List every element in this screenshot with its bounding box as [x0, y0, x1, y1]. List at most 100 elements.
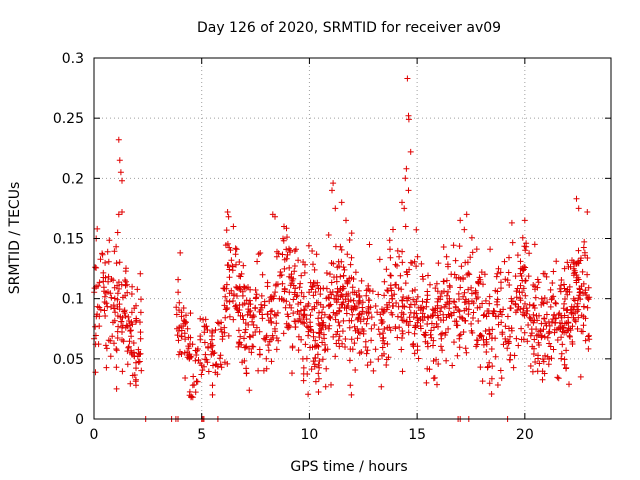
data-point: [461, 317, 468, 324]
data-point: [209, 391, 216, 398]
data-point: [137, 335, 144, 342]
data-point: [404, 297, 411, 304]
data-point: [209, 382, 216, 389]
data-point: [175, 351, 182, 358]
data-point: [125, 314, 132, 320]
data-point: [180, 305, 187, 311]
data-point: [234, 285, 241, 291]
data-point: [247, 286, 254, 293]
data-point: [378, 317, 385, 324]
data-point: [507, 333, 513, 340]
data-point: [386, 237, 393, 244]
data-point: [399, 199, 405, 206]
data-point: [518, 336, 525, 343]
data-point: [259, 271, 266, 278]
data-point: [280, 235, 286, 242]
data-point: [246, 387, 253, 394]
data-point: [188, 393, 195, 400]
data-point: [332, 353, 339, 360]
data-point: [212, 369, 219, 376]
data-point: [291, 289, 298, 296]
data-point: [233, 302, 239, 309]
data-point: [342, 296, 349, 303]
data-point: [272, 289, 279, 296]
data-point: [526, 250, 533, 257]
data-point: [178, 333, 185, 340]
data-point: [456, 308, 463, 315]
data-point: [348, 336, 355, 343]
data-point: [559, 341, 566, 348]
data-point: [340, 299, 347, 306]
data-point: [201, 363, 207, 370]
data-point: [413, 298, 420, 305]
data-point: [133, 365, 139, 372]
data-point: [544, 334, 551, 341]
data-point: [102, 259, 109, 266]
data-point: [566, 332, 573, 339]
data-point: [336, 263, 343, 270]
data-point: [398, 286, 405, 293]
data-point: [259, 304, 265, 311]
data-point: [327, 271, 333, 278]
data-point: [531, 241, 538, 248]
data-point: [94, 303, 101, 310]
data-point: [301, 269, 308, 276]
data-point: [291, 248, 298, 254]
data-point: [116, 306, 123, 313]
data-point: [442, 301, 449, 308]
data-point: [479, 378, 486, 385]
data-point: [578, 328, 585, 335]
data-point: [521, 329, 528, 336]
data-point: [286, 264, 293, 271]
data-point: [387, 246, 393, 253]
data-point: [101, 299, 108, 305]
data-point: [331, 274, 337, 281]
data-point: [543, 273, 550, 280]
data-point: [264, 279, 271, 286]
data-point: [399, 335, 405, 341]
data-point: [506, 338, 512, 345]
data-point: [312, 289, 319, 295]
data-point: [105, 258, 112, 265]
data-point: [113, 346, 120, 352]
data-point: [521, 263, 527, 270]
data-point: [444, 261, 451, 268]
data-point: [528, 330, 535, 337]
data-point: [176, 299, 183, 306]
data-point: [110, 277, 117, 284]
data-point: [492, 287, 499, 294]
data-point: [340, 272, 347, 279]
data-point: [365, 310, 372, 317]
data-point: [125, 343, 132, 350]
data-point: [486, 293, 493, 300]
data-point: [440, 244, 447, 250]
data-point: [119, 177, 125, 184]
data-point: [415, 355, 422, 362]
data-point: [384, 341, 391, 347]
data-point: [429, 312, 436, 319]
y-tick-label: 0.3: [62, 51, 84, 67]
data-point: [444, 292, 450, 299]
data-point: [464, 259, 471, 266]
data-point: [399, 259, 406, 266]
data-point: [273, 346, 280, 353]
data-point: [571, 267, 578, 274]
data-point: [334, 328, 341, 335]
data-point: [129, 283, 136, 290]
data-point: [305, 332, 312, 339]
data-point: [434, 298, 441, 305]
data-point: [507, 305, 514, 312]
data-point: [424, 292, 431, 299]
data-point: [570, 272, 577, 279]
data-point: [344, 280, 351, 287]
data-point: [104, 248, 111, 255]
data-points: [91, 75, 593, 422]
data-point: [575, 314, 582, 321]
data-point: [292, 324, 299, 330]
data-point: [343, 310, 350, 317]
data-point: [537, 328, 543, 335]
data-point: [539, 376, 546, 383]
data-point: [480, 341, 487, 348]
data-point: [367, 359, 374, 366]
data-point: [484, 364, 491, 371]
